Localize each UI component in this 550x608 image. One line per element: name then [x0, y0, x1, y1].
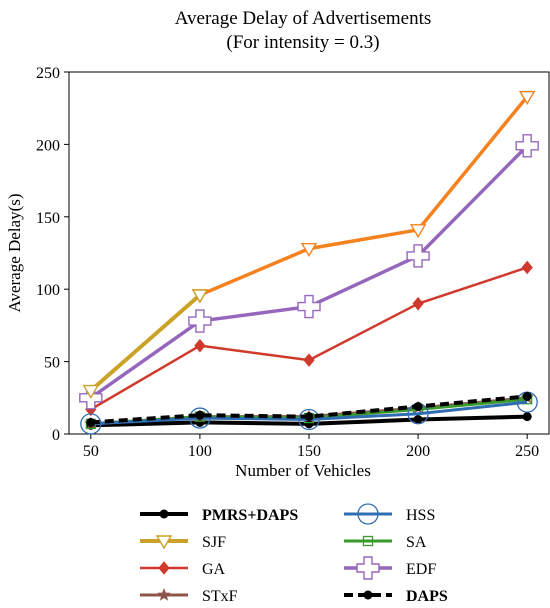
x-tick-label: 150	[297, 443, 321, 460]
edf-point	[406, 244, 430, 268]
legend-item: GA	[140, 561, 226, 578]
legend-marker	[155, 535, 173, 550]
daps-series	[86, 391, 532, 427]
legend-marker	[357, 503, 379, 525]
legend-marker	[363, 590, 373, 600]
ga-line	[90, 266, 528, 411]
daps-point	[413, 401, 423, 411]
edf-point	[515, 134, 539, 158]
hss-point	[80, 413, 102, 435]
hss-point	[298, 408, 320, 431]
legend-item: EDF	[344, 556, 436, 580]
sjf-line	[89, 293, 202, 393]
edf-point	[188, 309, 212, 333]
legend-label: EDF	[406, 561, 436, 578]
legend-label: GA	[202, 561, 226, 578]
daps-point	[86, 417, 96, 427]
legend-marker	[159, 509, 169, 519]
orange-point	[300, 242, 318, 258]
plot-series	[79, 90, 539, 435]
legend-item: DAPS	[344, 588, 448, 605]
edf-point	[297, 294, 321, 319]
y-tick-label: 50	[44, 355, 60, 372]
legend-label: SA	[406, 534, 427, 551]
daps-point	[522, 391, 532, 401]
legend-marker	[157, 588, 171, 601]
legend-item: SA	[344, 534, 427, 551]
legend-box	[117, 491, 487, 605]
x-axis: 50 100 150 200 250	[83, 434, 539, 460]
chart-title: Average Delay of Advertisements	[175, 8, 432, 29]
ga-point	[194, 338, 206, 353]
daps-point	[195, 410, 205, 420]
legend-label: SJF	[202, 534, 226, 551]
sjf-point	[191, 289, 209, 304]
legend-item: SJF	[140, 534, 226, 551]
orange-point	[518, 90, 536, 106]
orange-point	[409, 224, 427, 239]
y-tick-label: 0	[52, 427, 60, 444]
legend-label: HSS	[406, 507, 435, 524]
daps-point	[304, 412, 314, 422]
y-tick-label: 150	[36, 210, 60, 227]
y-axis-label: Average Delay(s)	[5, 193, 24, 312]
sjf-series	[82, 289, 209, 399]
orange-line	[199, 95, 529, 297]
pmrs-daps-point	[522, 412, 532, 422]
legend-marker	[362, 535, 374, 547]
legend-item: PMRS+DAPS	[140, 507, 298, 524]
legend: PMRS+DAPS HSS SJF SA GA EDF STxF DAPS	[140, 503, 448, 605]
legend-label: PMRS+DAPS	[202, 507, 298, 524]
legend-marker	[158, 561, 170, 575]
y-tick-label: 100	[36, 282, 60, 299]
x-tick-label: 100	[188, 443, 212, 460]
y-tick-label: 250	[36, 65, 60, 82]
legend-item: STxF	[140, 588, 238, 605]
x-axis-label: Number of Vehicles	[235, 461, 371, 480]
legend-marker	[356, 556, 380, 580]
x-tick-label: 50	[83, 443, 99, 460]
sjf-point	[82, 384, 100, 399]
ga-point	[412, 296, 424, 311]
x-tick-label: 200	[406, 443, 430, 460]
legend-label: DAPS	[406, 588, 448, 605]
pmrs-daps-point	[413, 415, 423, 425]
ga-point	[303, 353, 315, 367]
pmrs-daps-point	[304, 419, 314, 429]
hss-point	[189, 407, 211, 429]
orange-series	[191, 90, 536, 304]
legend-label: STxF	[202, 588, 238, 605]
edf-series	[79, 134, 539, 410]
legend-item: HSS	[344, 503, 435, 525]
y-axis: 0 50 100 150 200 250	[36, 65, 69, 444]
x-tick-label: 250	[515, 443, 539, 460]
ga-point	[521, 260, 533, 275]
chart-subtitle: (For intensity = 0.3)	[226, 32, 379, 53]
y-tick-label: 200	[36, 137, 60, 154]
